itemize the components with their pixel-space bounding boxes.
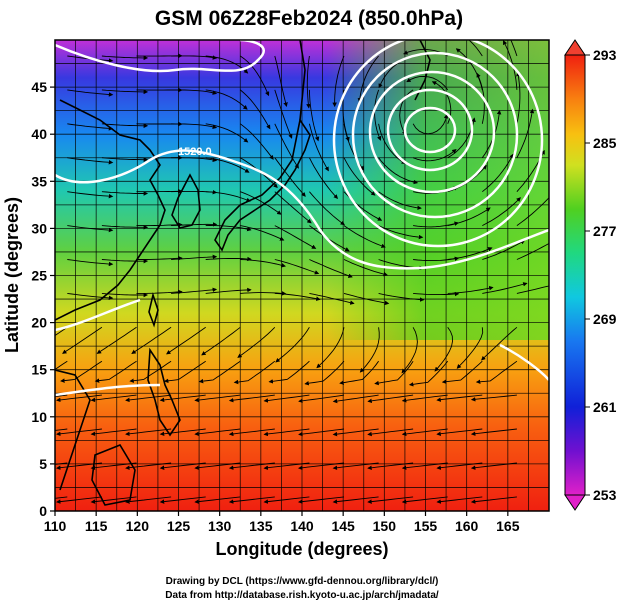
credit-line-1: Drawing by DCL (https://www.gfd-dennou.o… [166, 576, 439, 587]
x-tick-label: 125 [167, 518, 191, 534]
x-tick-label: 115 [85, 518, 108, 534]
y-axis-ticks: 0 5 10 15 20 25 30 35 40 45 [31, 79, 55, 519]
x-tick-label: 110 [44, 518, 67, 534]
x-tick-label: 140 [290, 518, 314, 534]
x-tick-label: 135 [249, 518, 273, 534]
y-tick-label: 40 [31, 126, 47, 142]
y-axis-label: Latitude (degrees) [2, 197, 22, 353]
contour-label: 1520.0 [178, 146, 212, 158]
y-tick-label: 10 [31, 409, 47, 425]
x-tick-label: 120 [126, 518, 150, 534]
y-tick-label: 25 [31, 268, 47, 284]
x-tick-label: 160 [455, 518, 479, 534]
colorbar-tick-label: 285 [593, 135, 617, 151]
x-axis-label: Longitude (degrees) [215, 539, 388, 559]
x-tick-label: 150 [373, 518, 397, 534]
x-tick-label: 155 [414, 518, 438, 534]
credit-line-2: Data from http://database.rish.kyoto-u.a… [165, 590, 439, 601]
x-tick-label: 165 [496, 518, 520, 534]
colorbar-tick-label: 293 [593, 47, 617, 63]
colorbar-top-triangle [565, 40, 585, 55]
x-tick-label: 130 [208, 518, 232, 534]
y-tick-label: 20 [31, 315, 47, 331]
x-axis-ticks: 110 115 120 125 130 135 140 145 150 155 160 165 [44, 511, 520, 534]
y-tick-label: 30 [31, 220, 47, 236]
y-tick-label: 35 [31, 173, 47, 189]
colorbar: 253 261 269 277 285 293 [565, 40, 617, 510]
x-tick-label: 145 [331, 518, 355, 534]
colorbar-tick-label: 269 [593, 311, 617, 327]
colorbar-tick-label: 277 [593, 223, 617, 239]
colorbar-tick-label: 261 [593, 399, 617, 415]
y-tick-label: 5 [39, 456, 47, 472]
colorbar-body [565, 55, 585, 495]
lat-lon-grid [55, 40, 549, 511]
colorbar-ticks: 253 261 269 277 285 293 [585, 47, 617, 503]
y-tick-label: 45 [31, 79, 47, 95]
colorbar-bottom-triangle [565, 495, 585, 510]
colorbar-tick-label: 253 [593, 487, 617, 503]
plot-area: 1520.0 [22, 12, 561, 511]
map-title: GSM 06Z28Feb2024 (850.0hPa) [155, 7, 463, 30]
y-tick-label: 0 [39, 503, 47, 519]
y-tick-label: 15 [31, 362, 47, 378]
